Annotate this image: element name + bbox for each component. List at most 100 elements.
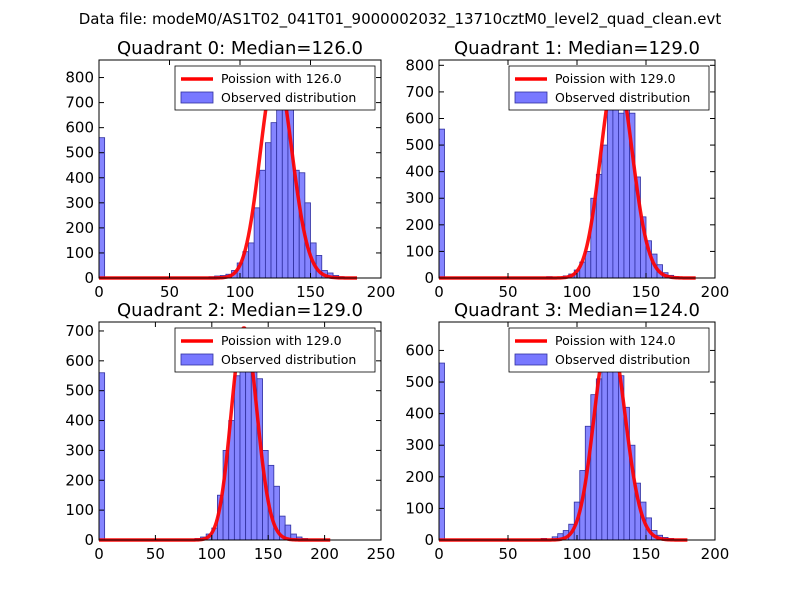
x-tick-label: 150 <box>632 545 661 563</box>
histogram-bar <box>601 144 608 279</box>
y-tick-label: 400 <box>405 163 434 181</box>
legend-bar-swatch <box>180 91 214 104</box>
y-tick-label: 300 <box>65 441 94 459</box>
legend-bar-label: Observed distribution <box>221 352 356 367</box>
x-tick-label: 200 <box>367 283 396 301</box>
subplot-quadrant-1: Quadrant 1: Median=129.0 0 50 100 150 200 0 100… <box>405 38 729 301</box>
y-tick-label: 200 <box>405 216 434 234</box>
x-tick-label: 150 <box>632 283 661 301</box>
histogram-bar <box>239 360 247 541</box>
histogram-bar <box>606 343 614 541</box>
legend-line-label: Poission with 124.0 <box>555 333 676 348</box>
y-tick-label: 300 <box>405 189 434 207</box>
histogram-bar <box>612 102 619 279</box>
y-tick-label: 0 <box>424 531 434 549</box>
y-tick-label: 400 <box>405 405 434 423</box>
y-tick-label: 100 <box>405 499 434 517</box>
x-tick-label: 150 <box>254 545 283 563</box>
y-tick-label: 700 <box>405 83 434 101</box>
legend-bar-swatch <box>180 353 214 366</box>
y-tick-label: 700 <box>65 322 94 340</box>
y-tick-label: 500 <box>405 373 434 391</box>
histogram-bar <box>438 128 445 279</box>
histogram-bar <box>601 362 608 541</box>
x-tick-label: 100 <box>197 545 226 563</box>
histogram-bar <box>98 372 106 541</box>
y-tick-label: 600 <box>65 352 94 370</box>
legend-bar-label: Observed distribution <box>221 90 356 105</box>
x-tick-label: 200 <box>701 283 730 301</box>
histogram-bar <box>606 104 614 279</box>
y-tick-label: 700 <box>65 94 94 112</box>
legend-box <box>508 327 710 373</box>
legend-bar-swatch <box>514 91 548 104</box>
y-tick-label: 600 <box>405 341 434 359</box>
y-tick-label: 600 <box>65 119 94 137</box>
y-tick-label: 500 <box>65 144 94 162</box>
y-tick-label: 800 <box>405 56 434 74</box>
legend: Poission with 129.0 Observed distribution <box>174 327 376 373</box>
subplot-quadrant-2: Quadrant 2: Median=129.0 0 50 100 150 200 250 0… <box>65 300 395 563</box>
x-tick-label: 50 <box>160 283 179 301</box>
histogram-bar <box>98 137 106 279</box>
subplots-grid: Quadrant 0: Median=126.0 0 50 100 150 200 0 100… <box>65 38 729 563</box>
legend: Poission with 126.0 Observed distribution <box>174 65 376 111</box>
y-tick-label: 600 <box>405 109 434 127</box>
x-tick-label: 0 <box>94 283 104 301</box>
y-tick-label: 0 <box>84 531 94 549</box>
histogram-bar <box>233 375 241 541</box>
x-tick-label: 200 <box>310 545 339 563</box>
y-tick-label: 100 <box>65 501 94 519</box>
x-tick-label: 100 <box>563 545 592 563</box>
x-tick-label: 50 <box>498 283 517 301</box>
y-tick-label: 0 <box>424 269 434 287</box>
histogram-bar <box>438 362 445 541</box>
x-tick-label: 0 <box>434 283 444 301</box>
y-tick-label: 200 <box>405 468 434 486</box>
histogram-bar <box>248 242 255 279</box>
legend-line-label: Poission with 126.0 <box>221 71 342 86</box>
y-tick-label: 200 <box>65 471 94 489</box>
histogram-bar <box>618 112 625 279</box>
histogram-bar <box>270 122 278 279</box>
y-tick-label: 200 <box>65 219 94 237</box>
y-tick-label: 800 <box>65 69 94 87</box>
legend-line-label: Poission with 129.0 <box>555 71 676 86</box>
histogram-bars <box>438 343 675 541</box>
y-tick-label: 100 <box>65 244 94 262</box>
subplot-title: Quadrant 2: Median=129.0 <box>117 300 363 321</box>
y-tick-label: 100 <box>405 242 434 260</box>
legend-bar-label: Observed distribution <box>555 352 690 367</box>
subplot-quadrant-0: Quadrant 0: Median=126.0 0 50 100 150 200 0 100… <box>65 38 395 301</box>
subplot-quadrant-3: Quadrant 3: Median=124.0 0 50 100 150 200 0 100… <box>405 300 729 563</box>
x-tick-label: 100 <box>563 283 592 301</box>
axes-frame <box>98 321 382 541</box>
x-tick-label: 50 <box>146 545 165 563</box>
y-tick-label: 300 <box>405 436 434 454</box>
y-tick-label: 500 <box>405 136 434 154</box>
histogram-bar <box>259 169 266 279</box>
legend-bar-swatch <box>514 353 548 366</box>
y-tick-label: 0 <box>84 269 94 287</box>
histogram-bars <box>438 94 680 279</box>
x-tick-label: 0 <box>434 545 444 563</box>
legend-bar-label: Observed distribution <box>555 90 690 105</box>
x-tick-label: 150 <box>296 283 325 301</box>
subplot-title: Quadrant 0: Median=126.0 <box>117 38 363 59</box>
x-tick-label: 50 <box>498 545 517 563</box>
y-tick-label: 500 <box>65 382 94 400</box>
histogram-bar <box>264 142 272 279</box>
x-tick-label: 0 <box>94 545 104 563</box>
histogram-bar <box>612 353 619 541</box>
legend: Poission with 129.0 Observed distribution <box>508 65 710 111</box>
y-tick-label: 400 <box>65 169 94 187</box>
x-tick-label: 100 <box>226 283 255 301</box>
figure-suptitle: Data file: modeM0/AS1T02_041T01_90000020… <box>79 10 722 29</box>
legend: Poission with 124.0 Observed distribution <box>508 327 710 373</box>
x-tick-label: 200 <box>701 545 730 563</box>
histogram-bar <box>253 207 261 279</box>
histogram-bar <box>281 102 289 279</box>
x-tick-label: 250 <box>367 545 396 563</box>
y-tick-label: 400 <box>65 412 94 430</box>
